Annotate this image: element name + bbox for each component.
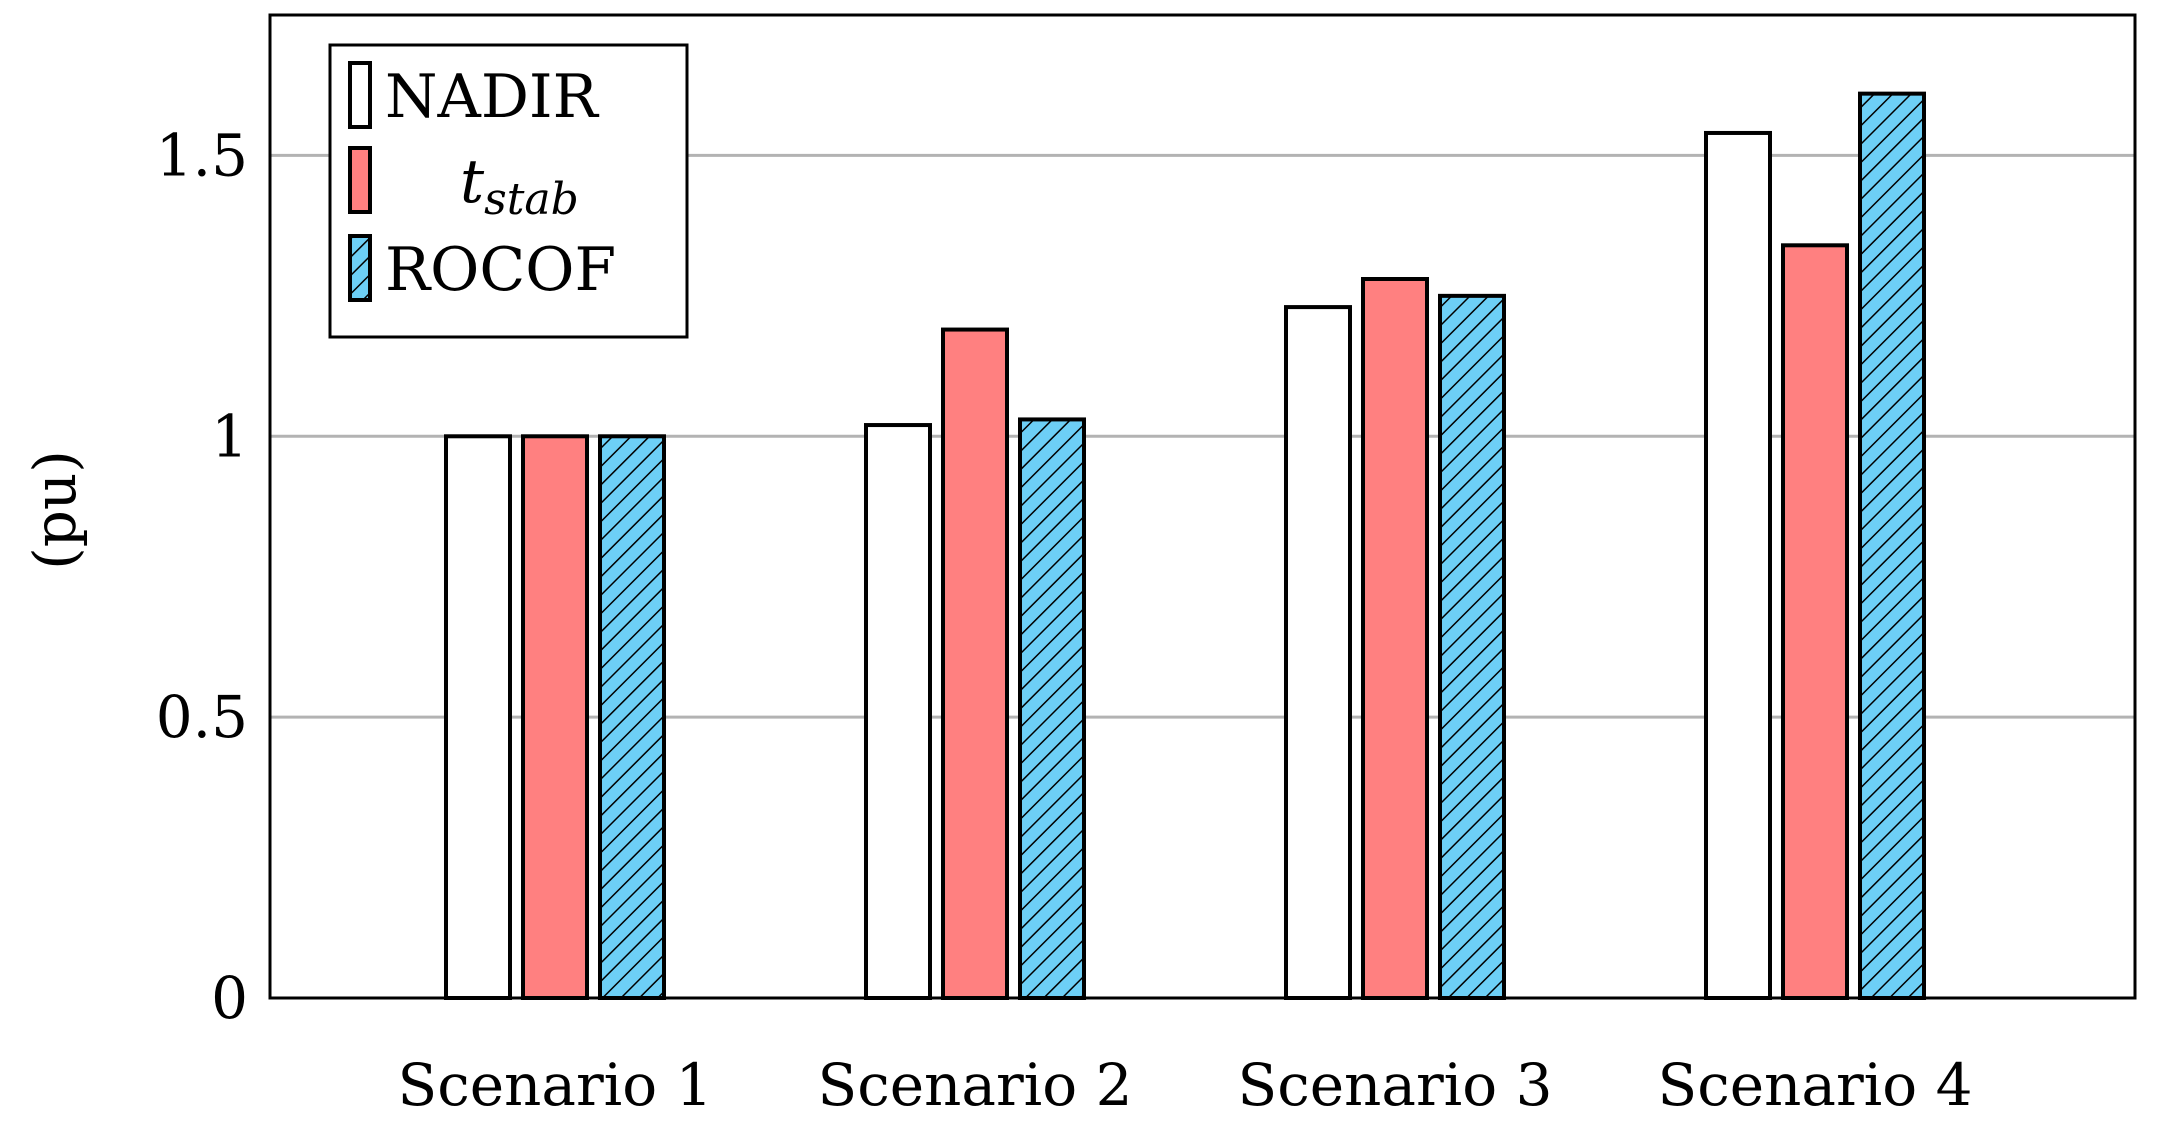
bar	[1361, 277, 1429, 1000]
x-axis-ticks: Scenario 1 Scenario 2 Scenario 3 Scenario 4	[397, 1051, 1972, 1119]
legend: NADIR tstab ROCOF	[328, 43, 689, 339]
bars	[444, 91, 1926, 1001]
legend-swatch	[348, 234, 372, 302]
y-tick-label: 0.5	[156, 683, 248, 751]
plot-frame	[268, 13, 2137, 1000]
x-tick-label: Scenario 3	[1237, 1051, 1552, 1119]
bar	[864, 423, 932, 1000]
y-axis-label: (pu)	[21, 450, 89, 570]
legend-label: NADIR	[385, 62, 600, 132]
x-tick-label: Scenario 4	[1657, 1051, 1972, 1119]
bar	[941, 327, 1009, 1000]
bar	[444, 434, 512, 1000]
legend-swatch	[348, 61, 372, 129]
bar	[1018, 417, 1086, 1001]
y-tick-label: 1.5	[156, 121, 248, 189]
bar	[1704, 130, 1772, 1000]
legend-box	[328, 43, 689, 339]
x-tick-label: Scenario 2	[817, 1051, 1132, 1119]
legend-label: tstab	[460, 147, 579, 225]
bar	[598, 434, 666, 1000]
y-tick-label: 0	[211, 964, 248, 1032]
legend-swatch	[348, 146, 372, 214]
bar	[1438, 293, 1506, 1001]
bar	[1781, 243, 1849, 1000]
legend-label: ROCOF	[385, 235, 616, 305]
y-tick-label: 1	[211, 402, 248, 470]
bar	[1284, 305, 1352, 1000]
y-axis-ticks: 0 0.5 1 1.5	[156, 121, 248, 1032]
bar	[521, 434, 589, 1000]
x-tick-label: Scenario 1	[397, 1051, 712, 1119]
bar	[1858, 91, 1926, 1000]
